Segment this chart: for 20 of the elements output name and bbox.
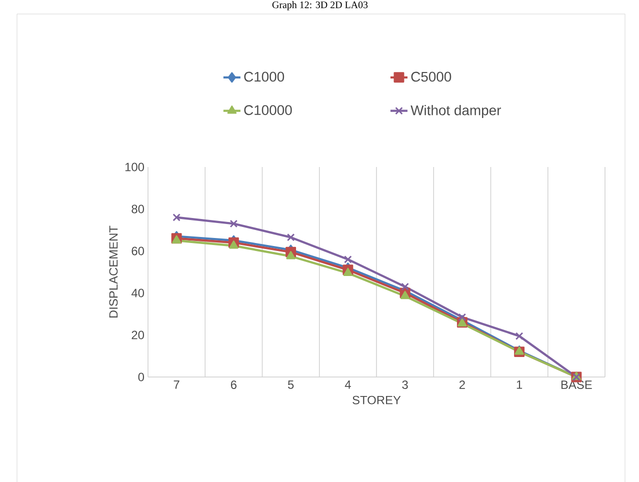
y-tick-label: 60 (132, 246, 144, 256)
y-tick-label: 100 (125, 162, 144, 172)
x-tick-label: 4 (344, 380, 351, 389)
legend-label: C5000 (411, 72, 452, 82)
legend-label: C1000 (244, 72, 284, 82)
y-tick-label: 0 (138, 372, 144, 382)
chart-title: Graph 12: 3D 2D LA03 (272, 1, 368, 10)
x-tick-label: 7 (174, 380, 180, 389)
x-tick-label: 6 (230, 380, 236, 389)
x-tick-label: 2 (459, 380, 465, 389)
y-axis-title: DISPLACEMENT (109, 226, 118, 318)
y-tick-label: 40 (131, 288, 144, 298)
y-tick-label: 20 (132, 330, 144, 340)
legend-label: Withot damper (410, 105, 502, 118)
x-tick-label: 5 (288, 380, 294, 389)
x-tick-label: 3 (402, 380, 408, 389)
x-axis-title: STOREY (352, 396, 401, 404)
y-tick-label: 80 (132, 204, 144, 214)
legend-label: C10000 (244, 105, 292, 116)
x-tick-label: 1 (516, 380, 522, 389)
